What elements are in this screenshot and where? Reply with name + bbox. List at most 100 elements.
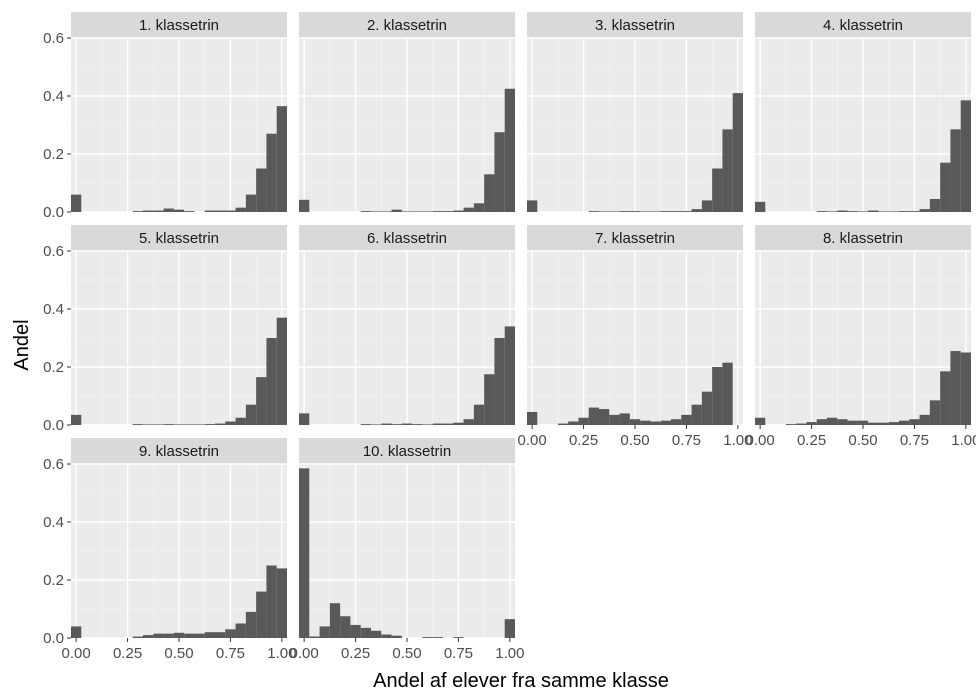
histogram-bar [215,632,226,638]
x-tick-label: 0.50 [392,645,421,662]
histogram-bar [204,424,215,425]
histogram-bar [660,420,671,425]
y-tick-label: 0.0 [43,417,64,434]
histogram-bar [899,420,910,425]
histogram-bar [143,210,154,212]
histogram-bar [722,362,733,425]
histogram-bar [173,632,185,638]
x-tick-label: 0.00 [62,645,91,662]
histogram-bar [204,632,215,638]
facet-panel: 3. klassetrin [527,12,743,213]
histogram-bar [640,211,651,213]
histogram-bar [527,200,538,212]
histogram-bar [960,352,971,425]
histogram-bar [629,211,641,212]
histogram-bar [681,211,692,212]
histogram-bar [494,338,505,425]
histogram-bar [163,208,174,212]
histogram-bar [816,211,827,212]
histogram-bar [940,162,951,212]
x-tick-label: 0.25 [113,645,142,662]
histogram-bar [878,422,889,425]
x-tick-label: 0.50 [164,645,193,662]
x-tick-label: 1.00 [495,645,524,662]
facet-strip-label: 4. klassetrin [823,17,903,34]
histogram-bar [701,200,713,212]
facet-strip [71,12,287,38]
histogram-bar [527,411,538,425]
x-tick-label: 0.00 [746,432,775,449]
histogram-bar [609,211,620,213]
histogram-bar [463,419,474,425]
histogram-bar [909,419,920,425]
facet-panel: 8. klassetrin 0.00 0.25 0.50 0.75 1.00 [746,225,976,449]
histogram-bar [806,422,817,425]
histogram-bar [412,424,423,425]
histogram-bar [504,619,515,638]
facet-strip-label: 3. klassetrin [595,17,675,34]
histogram-bar [827,211,838,213]
histogram-bar [299,468,310,638]
histogram-bar [796,423,807,425]
y-tick-label: 0.6 [43,243,64,260]
x-tick-label: 0.25 [569,432,598,449]
histogram-bar [299,199,310,212]
histogram-bar [319,626,330,638]
histogram-bar [163,633,174,638]
histogram-bar [381,211,392,213]
x-tick-label: 1.00 [951,432,976,449]
histogram-bar [609,414,620,425]
histogram-bar [371,424,382,426]
histogram-bar [857,420,869,425]
histogram-bar [837,419,848,425]
x-tick-label: 0.25 [341,645,370,662]
histogram-bar [588,407,599,425]
histogram-bar [755,417,766,425]
histogram-bar [919,414,930,425]
histogram-bar [391,635,402,638]
histogram-bar [412,211,423,213]
histogram-bar [650,421,661,425]
histogram-bar [71,194,82,212]
histogram-bar [701,391,713,425]
histogram-bar [340,616,351,638]
histogram-bar [256,377,267,425]
facet-strip-label: 8. klassetrin [823,230,903,247]
histogram-bar [681,414,692,425]
histogram-bar [371,211,382,213]
histogram-bar [557,423,569,425]
histogram-bar [132,424,143,425]
facet-strip [299,12,515,38]
facet-strip-label: 7. klassetrin [595,230,675,247]
histogram-bar [245,404,257,425]
histogram-bar [266,565,277,638]
histogram-bar [422,424,433,426]
histogram-bar [360,211,371,212]
histogram-bar [827,417,838,425]
histogram-bar [453,210,464,212]
histogram-bar [432,423,443,425]
histogram-bar [235,417,246,425]
histogram-bar [225,210,236,212]
histogram-bar [215,423,226,425]
histogram-bar [163,424,174,425]
histogram-bar [132,211,143,212]
histogram-bar [588,211,599,212]
facet-panel: 4. klassetrin [755,12,971,213]
histogram-bar [650,211,661,213]
histogram-bar [71,414,82,425]
histogram-bar [443,423,454,425]
facet-strip [755,12,971,38]
histogram-bar [194,424,205,426]
histogram-bar [484,374,495,425]
facet-strip-label: 2. klassetrin [367,17,447,34]
histogram-bar [453,637,464,638]
histogram-bar [940,371,951,425]
histogram-bar [950,129,961,212]
x-tick-label: 0.00 [518,432,547,449]
histogram-bar [256,591,267,638]
y-axis-title: Andel [11,319,33,370]
histogram-bar [504,88,515,212]
histogram-bar [660,211,671,212]
x-tick-label: 1.00 [723,432,752,449]
